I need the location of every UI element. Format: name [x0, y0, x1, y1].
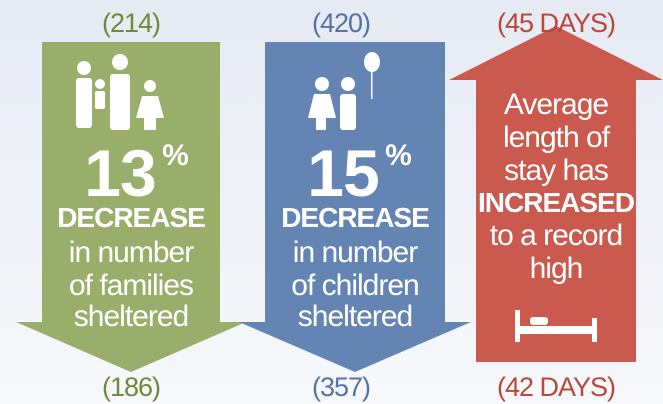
text-line: INCREASED	[478, 187, 635, 218]
text-line: high	[530, 252, 583, 285]
text-line: Average	[504, 88, 609, 121]
top-label: (214)	[102, 8, 160, 38]
bed-icon	[515, 310, 597, 342]
text-line: DECREASE	[281, 202, 429, 233]
text-line: of children	[291, 269, 418, 302]
arrow-down	[16, 42, 246, 372]
family-icon	[76, 54, 164, 130]
arrow-up	[449, 26, 663, 362]
bottom-label: (186)	[102, 372, 160, 402]
stat-number: 13	[84, 136, 155, 210]
text-line: in number	[293, 236, 418, 269]
arrow-down	[239, 42, 471, 372]
stat-unit: %	[385, 139, 411, 172]
bottom-label: (357)	[312, 372, 370, 402]
text-line: of families	[69, 269, 193, 302]
bottom-label: (42 DAYS)	[497, 372, 615, 402]
text-line: sheltered	[74, 300, 188, 333]
text-line: in number	[69, 236, 194, 269]
stat-unit: %	[162, 139, 188, 172]
text-line: sheltered	[298, 300, 412, 333]
stat-number: 15	[307, 136, 378, 210]
text-line: stay has	[504, 154, 608, 187]
text-line: length of	[503, 121, 611, 154]
children-icon	[308, 52, 380, 130]
top-label: (420)	[312, 8, 370, 38]
text-line: to a record	[490, 219, 622, 252]
text-line: DECREASE	[57, 202, 205, 233]
top-label: (45 DAYS)	[497, 8, 615, 38]
